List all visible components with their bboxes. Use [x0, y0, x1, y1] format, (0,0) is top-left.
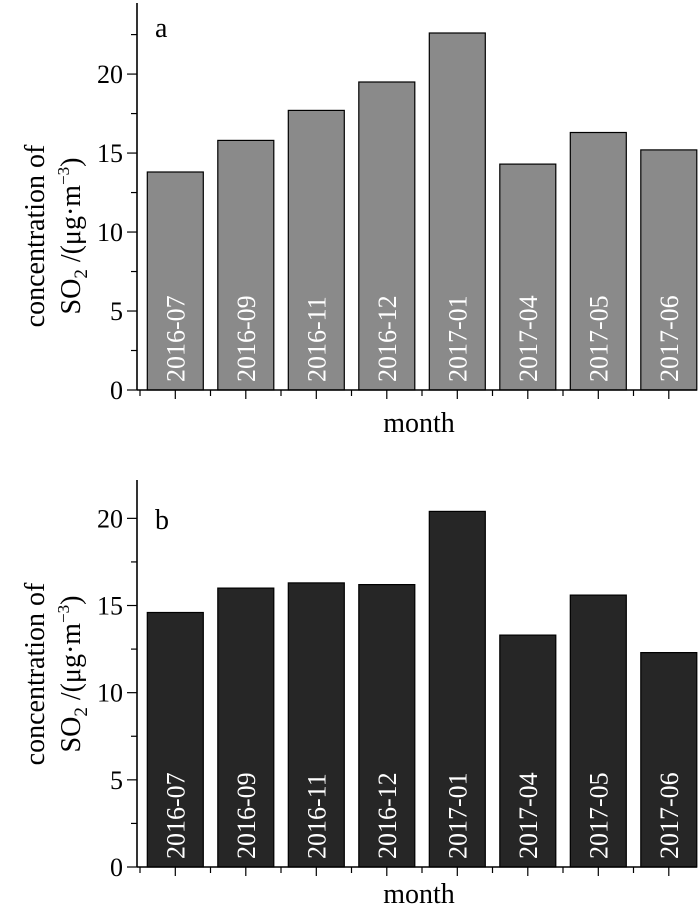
panel-a-ylabel-sup: −3	[54, 167, 73, 185]
panel-a-bar-label-2017-04: 2017-04	[514, 295, 543, 382]
panel-b-letter: b	[155, 505, 169, 536]
panel-b-bar-label-2016-09: 2016-09	[232, 772, 261, 859]
panel-a-ylabel: concentration of	[20, 144, 51, 327]
panel-a-ytick-label-0: 0	[110, 376, 123, 405]
panel-b-bar-label-2016-11: 2016-11	[302, 773, 331, 859]
panel-a-bar-2017-01	[428, 32, 486, 391]
panel-a-bar-2016-12	[358, 81, 416, 391]
panel-a-ylabel-2: SO2 /(μg·m−3)	[54, 158, 92, 315]
panel-a-bar-label-2016-07: 2016-07	[161, 295, 190, 382]
panel-a-bar-2016-09	[217, 139, 275, 391]
panel-a-ylabel-units: /(μg·m	[56, 185, 87, 269]
panel-a-xlabel: month	[383, 408, 455, 439]
panel-b-xlabel: month	[383, 879, 455, 908]
panel-b: concentration of SO2 /(μg·m−3) 2016-07 20…	[20, 480, 698, 908]
panel-a-ytick-label-5: 5	[110, 297, 123, 326]
panel-b-bar-label-2017-04: 2017-04	[514, 772, 543, 859]
panel-a-ylabel-close: )	[56, 158, 87, 167]
panel-b-bar-2017-06	[640, 651, 698, 868]
panel-b-bar-label-2017-05: 2017-05	[584, 772, 613, 859]
panel-b-bar-label-2016-12: 2016-12	[373, 772, 402, 859]
panel-b-ylabel-line1: concentration of	[20, 582, 51, 765]
panel-b-bar-2016-12	[358, 583, 416, 868]
panel-a-bar-label-2016-09: 2016-09	[232, 295, 261, 382]
panel-a: concentration of SO2 /(μg·m−3) 2016-07 20…	[20, 3, 698, 439]
panel-b-ylabel: concentration of	[20, 582, 51, 765]
panel-a-bar-2016-07	[146, 171, 204, 391]
panel-a-bar-2017-04	[499, 163, 557, 391]
panel-a-bar-label-2016-11: 2016-11	[302, 296, 331, 382]
panel-a-ylabel-line1: concentration of	[20, 144, 51, 327]
panel-b-ytick-label-15: 15	[97, 592, 123, 621]
panel-a-ytick-label-20: 20	[97, 60, 123, 89]
panel-a-ylabel-sub: 2	[71, 269, 92, 279]
panel-b-bar-2016-11	[287, 582, 345, 868]
panel-b-ylabel-so: SO	[56, 717, 87, 753]
panel-a-bar-label-2017-05: 2017-05	[584, 295, 613, 382]
panel-b-bar-label-2017-06: 2017-06	[655, 772, 684, 859]
panel-a-bar-label-2017-06: 2017-06	[655, 295, 684, 382]
panel-a-bar-label-2016-12: 2016-12	[373, 295, 402, 382]
panel-a-ytick-label-10: 10	[97, 218, 123, 247]
panel-b-bar-label-2017-01: 2017-01	[443, 772, 472, 859]
panel-b-bar-2016-07	[146, 611, 204, 868]
panel-a-ylabel-so: SO	[56, 279, 87, 315]
panel-b-ylabel-2: SO2 /(μg·m−3)	[54, 596, 92, 753]
panel-b-bar-2016-09	[217, 587, 275, 868]
panel-a-ytick-label-15: 15	[97, 139, 123, 168]
panel-b-bar-2017-05	[569, 594, 627, 868]
panel-b-bar-label-2016-07: 2016-07	[161, 772, 190, 859]
panel-b-ytick-label-10: 10	[97, 679, 123, 708]
panel-a-letter: a	[155, 13, 168, 44]
panel-a-bar-2017-06	[640, 149, 698, 391]
panel-b-ylabel-sub: 2	[71, 707, 92, 717]
panel-b-ylabel-close: )	[56, 596, 87, 605]
panel-b-bar-2017-04	[499, 634, 557, 868]
panel-b-ytick-label-0: 0	[110, 853, 123, 882]
panel-a-bar-label-2017-01: 2017-01	[443, 295, 472, 382]
panel-a-bar-2016-11	[287, 109, 345, 391]
panel-b-ylabel-sup: −3	[54, 605, 73, 623]
panel-b-ytick-label-20: 20	[97, 504, 123, 533]
panel-b-ylabel-units: /(μg·m	[56, 623, 87, 707]
panel-b-ytick-label-5: 5	[110, 766, 123, 795]
